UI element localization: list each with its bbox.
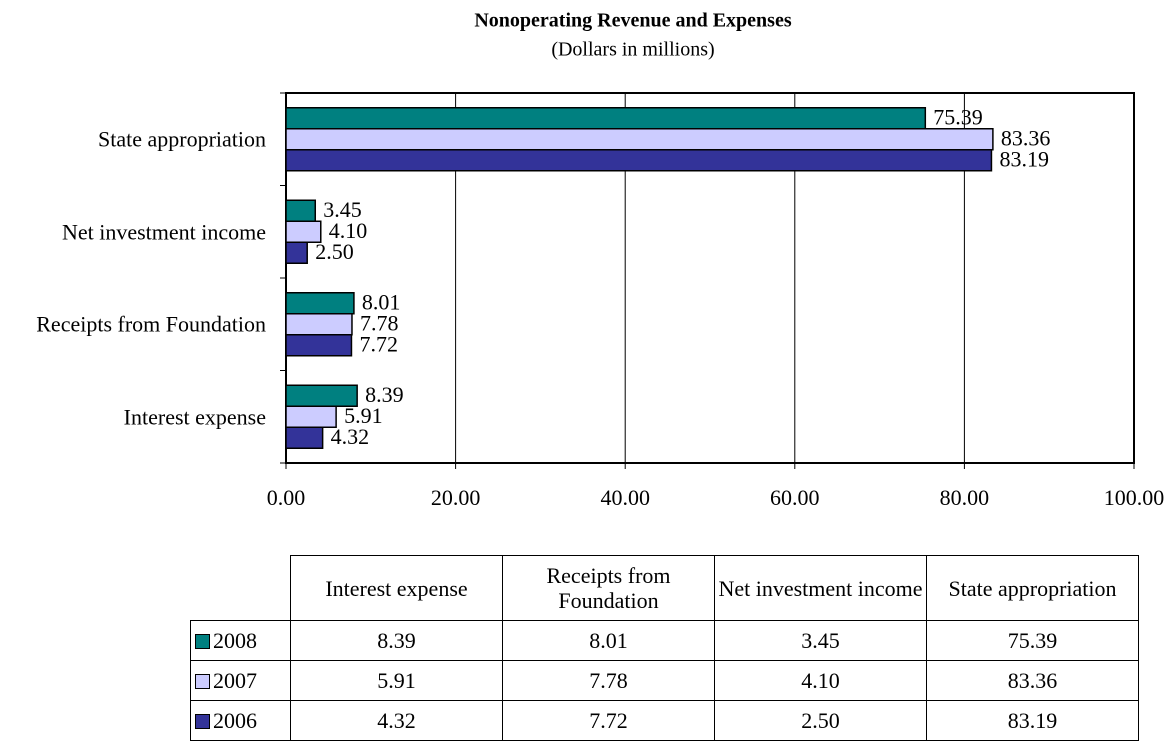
bar [285, 199, 317, 222]
bar [285, 107, 927, 130]
data-label: 5.91 [344, 403, 383, 428]
table-row: 2008 8.39 8.01 3.45 75.39 [190, 620, 1139, 661]
data-label: 83.19 [999, 146, 1049, 171]
legend-label: 2007 [213, 667, 257, 693]
bar [285, 241, 308, 264]
table-cell: 3.45 [714, 620, 927, 661]
data-label: 7.78 [360, 310, 399, 335]
column-header: Receipts from Foundation [502, 555, 715, 621]
table-header: Interest expense Receipts from Foundation… [191, 555, 1139, 621]
y-tick-label: Receipts from Foundation [6, 312, 266, 337]
table-cell: 4.32 [290, 700, 503, 741]
y-tick-label: State appropriation [6, 127, 266, 152]
column-header: Net investment income [714, 555, 927, 621]
legend-label: 2006 [213, 707, 257, 733]
data-label: 75.39 [933, 104, 983, 129]
y-tick-label-text: Net investment income [61, 219, 266, 245]
chart-subtitle: (Dollars in millions) [551, 39, 714, 61]
bar [285, 292, 355, 315]
x-tick-label: 80.00 [940, 485, 990, 510]
empty-cell [191, 556, 291, 621]
y-tick-label: Net investment income [6, 219, 266, 244]
data-label: 8.01 [362, 289, 401, 314]
bar [285, 405, 337, 428]
x-tick-label: 0.00 [267, 485, 306, 510]
data-label: 3.45 [323, 197, 362, 222]
x-tick-label: 40.00 [600, 485, 650, 510]
data-label: 2.50 [315, 239, 354, 264]
legend-cell: 2007 [190, 660, 291, 701]
legend-swatch [195, 713, 210, 729]
table-cell: 7.72 [502, 700, 715, 741]
data-table: Interest expense Receipts from Foundation… [190, 555, 1139, 741]
legend-swatch [195, 633, 210, 649]
data-label: 8.39 [365, 382, 404, 407]
table-cell: 2.50 [714, 700, 927, 741]
table-cell: 4.10 [714, 660, 927, 701]
table-row: 2006 4.32 7.72 2.50 83.19 [190, 700, 1139, 741]
table-cell: 7.78 [502, 660, 715, 701]
legend-cell: 2006 [190, 700, 291, 741]
y-tick-label-text: State appropriation [97, 126, 266, 152]
data-label: 7.72 [359, 331, 398, 356]
data-label: 4.10 [329, 218, 368, 243]
table-cell: 5.91 [290, 660, 503, 701]
legend-label: 2008 [213, 627, 257, 653]
x-tick-label: 60.00 [770, 485, 820, 510]
table-row: 2007 5.91 7.78 4.10 83.36 [190, 660, 1139, 701]
column-header: State appropriation [926, 555, 1139, 621]
table-cell: 75.39 [926, 620, 1139, 661]
bar [285, 128, 994, 151]
legend-cell: 2008 [190, 620, 291, 661]
table-cell: 8.01 [502, 620, 715, 661]
bar [285, 313, 353, 336]
y-tick-label-text: Receipts from Foundation [36, 311, 266, 337]
bar [285, 334, 353, 357]
table-cell: 83.36 [926, 660, 1139, 701]
x-tick-label: 20.00 [431, 485, 481, 510]
x-tick-label: 100.00 [1104, 485, 1165, 510]
table-cell: 83.19 [926, 700, 1139, 741]
bar [285, 426, 324, 449]
y-tick-label: Interest expense [6, 404, 266, 429]
data-label: 83.36 [1001, 125, 1051, 150]
table-cell: 8.39 [290, 620, 503, 661]
legend-swatch [195, 673, 210, 689]
bar [285, 149, 993, 172]
data-label: 4.32 [331, 424, 370, 449]
chart-title: Nonoperating Revenue and Expenses [474, 10, 791, 32]
column-header: Interest expense [290, 555, 503, 621]
y-tick-label-text: Interest expense [123, 404, 266, 430]
